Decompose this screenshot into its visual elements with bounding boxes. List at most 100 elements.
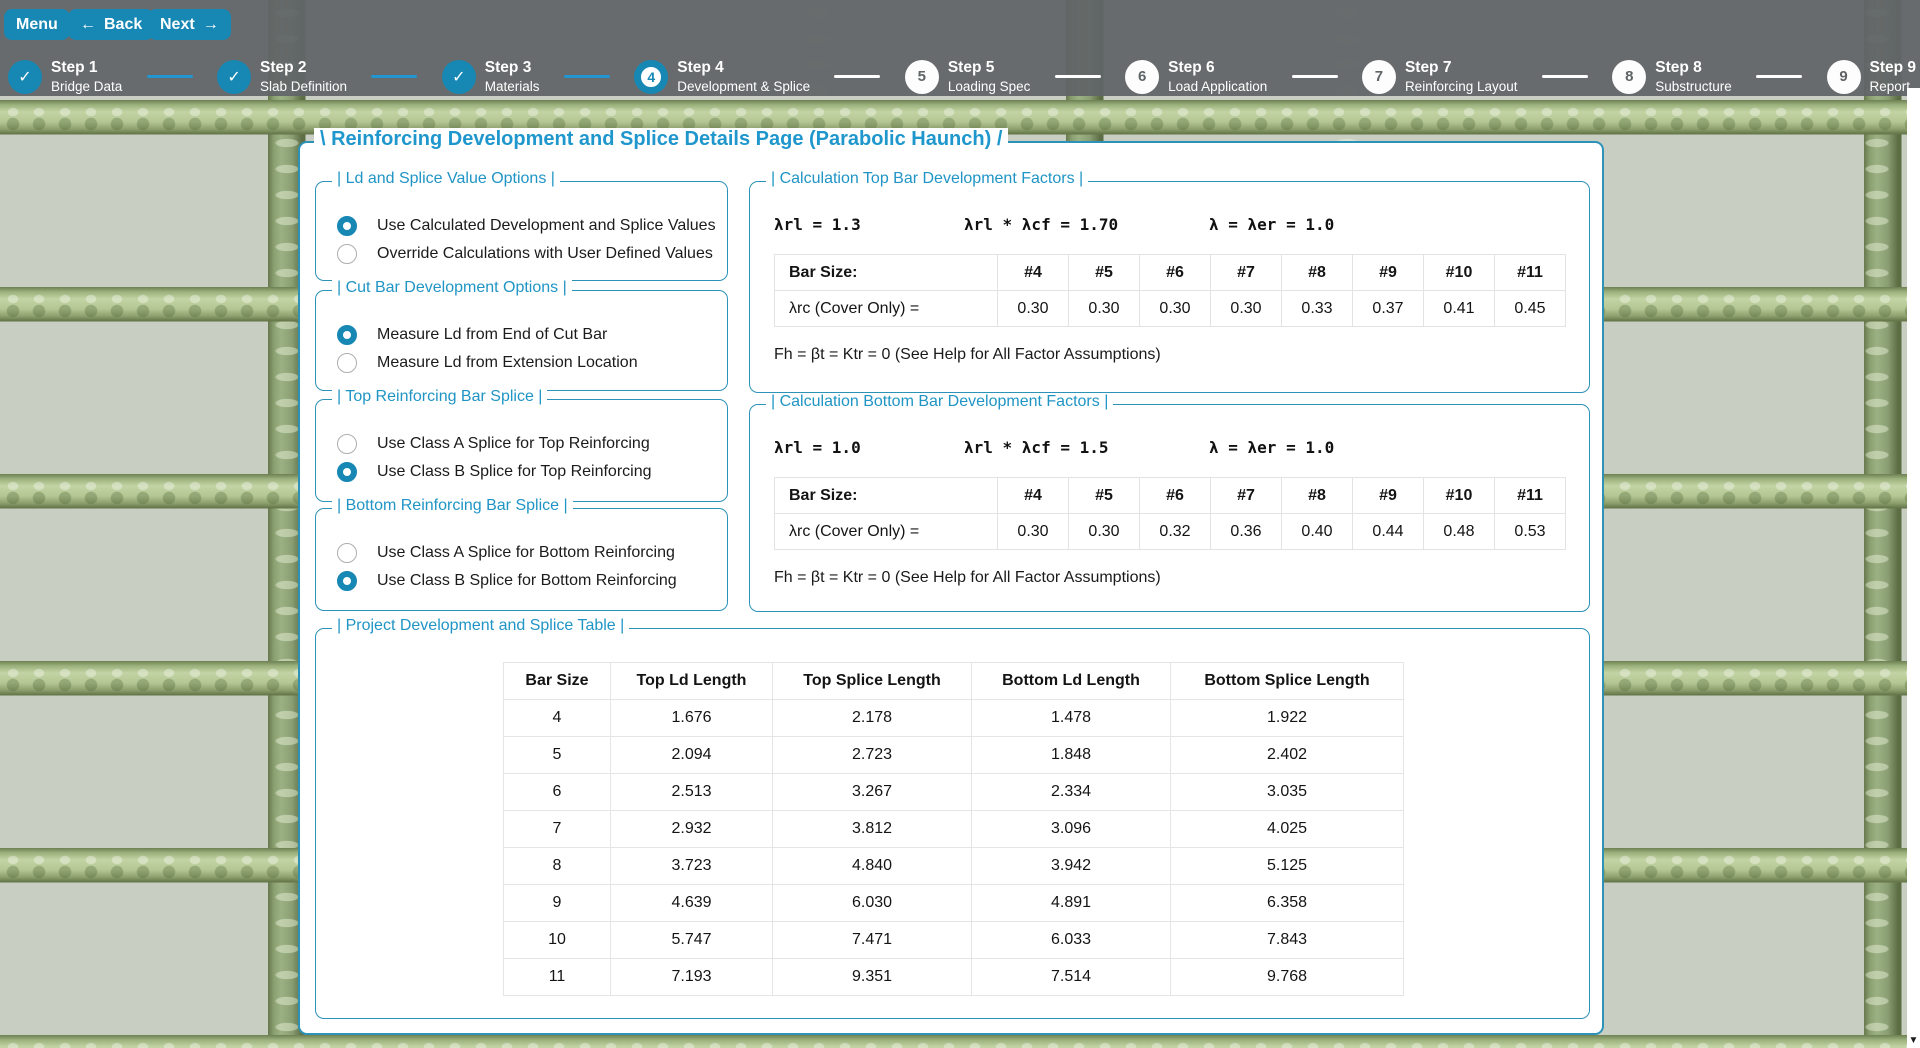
table-row: 83.7234.8403.9425.125 [504,848,1404,885]
step-subtitle: Substructure [1655,78,1732,96]
radio-button[interactable] [337,434,357,454]
radio-button[interactable] [337,543,357,563]
step-connector [1518,75,1613,78]
table-cell: 8 [504,848,611,885]
lambda-rc-value: 0.30 [998,514,1069,550]
next-button[interactable]: Next → [148,9,231,40]
factor-assumptions-note: Fh = βt = Ktr = 0 (See Help for All Fact… [774,569,1161,587]
radio-label: Use Calculated Development and Splice Va… [377,217,716,235]
radio-option[interactable]: Use Class A Splice for Bottom Reinforcin… [316,539,727,567]
lambda-product-value: λrl * λcf = 1.5 [964,438,1209,457]
bar-size-header: Bar Size: [775,478,998,514]
table-cell: 11 [504,959,611,996]
groupbox-legend: | Top Reinforcing Bar Splice | [332,388,547,406]
step-title: Step 7 [1405,58,1518,78]
table-cell: 7.193 [611,959,773,996]
step-number: 6 [1138,68,1146,85]
radio-button[interactable] [337,244,357,264]
lambda-rc-value: 0.48 [1424,514,1495,550]
radio-label: Measure Ld from End of Cut Bar [377,326,607,344]
step-5-circle[interactable]: 5 [905,60,939,94]
table-row: 52.0942.7231.8482.402 [504,737,1404,774]
connector-line [1055,75,1101,78]
step-6-circle[interactable]: 6 [1125,60,1159,94]
step-item-1: ✓ Step 1Bridge Data [8,58,122,96]
table-cell: 3.035 [1171,774,1404,811]
step-item-9: 9Step 9Report [1827,58,1917,96]
vertical-scrollbar[interactable]: ▼ [1907,88,1920,1048]
table-cell: 7.843 [1171,922,1404,959]
connector-line [147,75,193,78]
bar-size-column-header: #10 [1424,255,1495,291]
step-connector [347,75,442,78]
step-connector [1732,75,1827,78]
step-4-circle[interactable]: 4 [634,60,668,94]
lambda-rl-value: λrl = 1.3 [774,215,964,234]
top-navigation-bar: Menu ← Back Next → ✓Step 1Bridge Data✓St… [0,0,1920,96]
check-icon: ✓ [18,67,31,87]
lambda-rc-value: 0.41 [1424,291,1495,327]
radio-option[interactable]: Measure Ld from Extension Location [316,349,727,377]
table-cell: 4.639 [611,885,773,922]
table-cell: 3.812 [773,811,972,848]
radio-option[interactable]: Use Class B Splice for Top Reinforcing [316,458,727,486]
group-bottom-reinforcing-bar-splice: | Bottom Reinforcing Bar Splice |Use Cla… [315,508,728,611]
step-subtitle: Slab Definition [260,78,347,96]
step-9-circle[interactable]: 9 [1827,60,1861,94]
step-label: Step 1Bridge Data [51,58,122,96]
step-1-circle[interactable]: ✓ [8,60,42,94]
table-cell: 6.030 [773,885,972,922]
step-item-2: ✓Step 2Slab Definition [217,58,347,96]
table-row: 72.9323.8123.0964.025 [504,811,1404,848]
lambda-rc-value: 0.45 [1495,291,1566,327]
step-item-4: 4Step 4Development & Splice [634,58,810,96]
radio-button-selected[interactable] [337,571,357,591]
step-3-circle[interactable]: ✓ [442,60,476,94]
table-cell: 7.471 [773,922,972,959]
step-7-circle[interactable]: 7 [1362,60,1396,94]
radio-button-selected[interactable] [337,216,357,236]
step-connector [122,75,217,78]
lambda-rc-value: 0.30 [1211,291,1282,327]
lambda-er-value: λ = λer = 1.0 [1209,438,1334,457]
step-number: 5 [918,68,926,85]
table-header-row: Bar Size:#4#5#6#7#8#9#10#11 [775,478,1566,514]
radio-option[interactable]: Use Calculated Development and Splice Va… [316,212,727,240]
radio-option[interactable]: Override Calculations with User Defined … [316,240,727,268]
table-cell: 2.513 [611,774,773,811]
project-table: Bar SizeTop Ld LengthTop Splice LengthBo… [503,662,1404,996]
table-cell: 5 [504,737,611,774]
radio-option[interactable]: Use Class B Splice for Bottom Reinforcin… [316,567,727,595]
bar-size-column-header: #7 [1211,255,1282,291]
step-8-circle[interactable]: 8 [1612,60,1646,94]
radio-button-selected[interactable] [337,462,357,482]
table-cell: 4.840 [773,848,972,885]
radio-option[interactable]: Measure Ld from End of Cut Bar [316,321,727,349]
radio-option[interactable]: Use Class A Splice for Top Reinforcing [316,430,727,458]
radio-list: Use Class A Splice for Bottom Reinforcin… [316,539,727,595]
lambda-rc-value: 0.44 [1353,514,1424,550]
main-panel: \ Reinforcing Development and Splice Det… [298,141,1604,1035]
scroll-down-icon[interactable]: ▼ [1907,1036,1920,1046]
table-cell: 3.723 [611,848,773,885]
bar-size-column-header: #9 [1353,255,1424,291]
table-row: 62.5133.2672.3343.035 [504,774,1404,811]
lambda-rc-value: 0.32 [1140,514,1211,550]
step-number: 4 [647,69,655,85]
radio-button-selected[interactable] [337,325,357,345]
back-arrow-icon: ← [80,16,96,34]
bar-size-factor-table: Bar Size:#4#5#6#7#8#9#10#11λrc (Cover On… [774,477,1566,550]
radio-button[interactable] [337,353,357,373]
table-cell: 4 [504,700,611,737]
lambda-rl-value: λrl = 1.0 [774,438,964,457]
check-icon: ✓ [227,67,240,87]
table-cell: 2.932 [611,811,773,848]
step-2-circle[interactable]: ✓ [217,60,251,94]
bottom-bar-factor-table: Bar Size:#4#5#6#7#8#9#10#11λrc (Cover On… [774,477,1566,550]
table-cell: 9 [504,885,611,922]
table-cell: 2.094 [611,737,773,774]
menu-button[interactable]: Menu [4,9,70,40]
step-label: Step 6Load Application [1168,58,1267,96]
back-button[interactable]: ← Back [68,9,154,40]
table-cell: 7 [504,811,611,848]
